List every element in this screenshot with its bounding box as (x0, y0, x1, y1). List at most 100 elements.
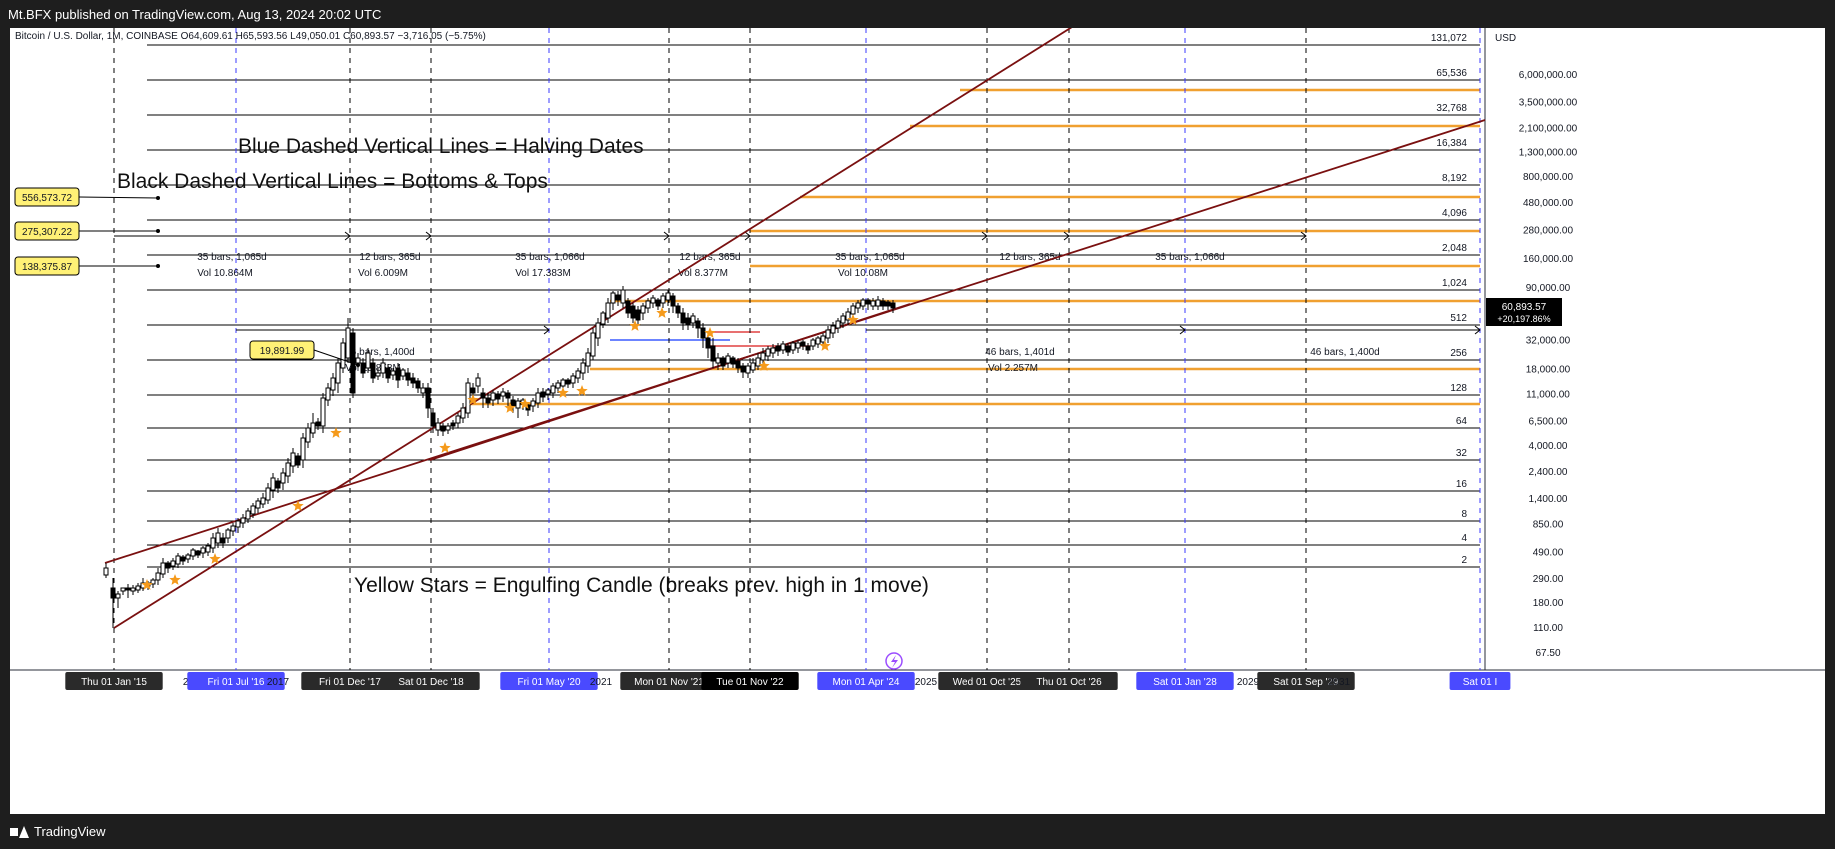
candle-18 (195, 550, 201, 556)
candle-12 (165, 562, 171, 569)
price-tick-1: 3,500,000.00 (1519, 97, 1578, 108)
level-label-4: 8,192 (1442, 173, 1467, 184)
range-bars-3: 12 bars, 365d (679, 252, 740, 263)
candle-30 (255, 500, 261, 509)
candle-95 (580, 362, 586, 374)
candle-157 (890, 302, 896, 309)
time-label-3: 2017 (267, 677, 290, 688)
candle-58 (395, 367, 401, 381)
level-label-8: 512 (1450, 313, 1467, 324)
price-tick-9: 32,000.00 (1526, 335, 1571, 346)
engulfing-star-5 (439, 442, 451, 453)
footer-bar: TradingView (0, 814, 1835, 849)
candle-14 (175, 555, 181, 565)
time-label-bg-7 (500, 672, 598, 690)
engulfing-star-0 (141, 579, 153, 590)
price-tick-19: 180.00 (1533, 598, 1564, 609)
range-bars-2: 35 bars, 1,066d (515, 252, 585, 263)
chart-annotation-0: Blue Dashed Vertical Lines = Halving Dat… (238, 135, 644, 158)
candle-108 (645, 300, 651, 309)
time-label-bg-15 (1136, 672, 1234, 690)
candle-156 (885, 301, 891, 307)
candle-104 (625, 300, 631, 314)
candle-137 (790, 342, 796, 351)
time-label-0: Thu 01 Jan '15 (81, 677, 147, 688)
time-label-bg-19 (1449, 672, 1511, 690)
candle-44 (325, 387, 331, 401)
level-label-11: 64 (1456, 416, 1468, 427)
candle-116 (685, 317, 691, 326)
price-callout-text-1: 275,307.22 (22, 227, 72, 238)
candle-124 (725, 355, 731, 364)
level-label-9: 256 (1450, 348, 1467, 359)
range-vol-0: Vol 10.864M (197, 268, 253, 279)
price-tick-2: 2,100,000.00 (1519, 123, 1578, 134)
candle-67 (440, 425, 446, 432)
candle-70 (455, 415, 461, 424)
price-callout-text-2: 138,375.87 (22, 262, 72, 273)
flash-icon[interactable] (885, 652, 903, 670)
last-price-label: 60,893.57 (1502, 302, 1547, 313)
symbol-legend: Bitcoin / U.S. Dollar, 1M, COINBASE O64,… (15, 31, 486, 42)
level-label-16: 2 (1461, 555, 1467, 566)
candle-34 (275, 480, 281, 489)
callout-leader-3 (313, 349, 359, 366)
level-label-10: 128 (1450, 383, 1467, 394)
candle-81 (510, 399, 516, 407)
engulfing-star-6 (467, 394, 479, 405)
candle-32 (265, 487, 271, 501)
chart-annotation-1: Black Dashed Vertical Lines = Bottoms & … (117, 170, 548, 193)
candle-89 (550, 385, 556, 394)
price-tick-18: 290.00 (1533, 574, 1564, 585)
candle-20 (205, 545, 211, 553)
range-bars-1: 12 bars, 365d (359, 252, 420, 263)
candle-68 (445, 425, 451, 431)
candle-125 (730, 357, 736, 365)
engulfing-star-9 (557, 387, 569, 398)
tradingview-logo-icon (10, 825, 29, 838)
candle-79 (500, 391, 506, 397)
range-bars-6: 35 bars, 1,066d (1155, 252, 1225, 263)
candle-45 (330, 377, 336, 391)
candle-38 (295, 455, 301, 466)
candle-19 (200, 547, 206, 554)
candle-36 (285, 462, 291, 477)
chart-annotation-2: Yellow Stars = Engulfing Candle (breaks … (354, 574, 929, 597)
candle-16 (185, 554, 191, 560)
candle-101 (610, 292, 616, 304)
candle-107 (640, 305, 646, 314)
candle-86 (535, 392, 541, 404)
candle-29 (250, 505, 256, 515)
candle-71 (460, 407, 466, 419)
candle-114 (675, 305, 681, 314)
candle-152 (865, 299, 871, 305)
tradingview-logo[interactable]: TradingView (10, 824, 106, 839)
candle-88 (545, 389, 551, 395)
level-label-12: 32 (1456, 448, 1468, 459)
last-price-badge (1486, 298, 1562, 326)
candle-118 (695, 320, 701, 329)
candle-73 (470, 387, 476, 394)
candle-10 (155, 572, 161, 581)
range-bars-9: 46 bars, 1,400d (1310, 347, 1380, 358)
engulfing-star-12 (656, 307, 668, 318)
last-change-label: +20,197.86% (1497, 314, 1550, 324)
candle-42 (315, 421, 321, 427)
candle-90 (555, 382, 561, 389)
price-chart[interactable]: USD 6,000,000.00 3,500,000.00 2,100,000.00 1… (10, 28, 1825, 814)
range-vol-1: Vol 6.009M (358, 268, 408, 279)
chart-frame[interactable]: USD 6,000,000.00 3,500,000.00 2,100,000.00 1… (10, 28, 1825, 814)
candle-61 (410, 377, 416, 384)
measure-arrow-10-head (1474, 325, 1481, 335)
range-bars-5: 12 bars, 365d (999, 252, 1060, 263)
candle-64 (425, 387, 431, 409)
time-label-bg-2 (187, 672, 285, 690)
price-tick-0: 6,000,000.00 (1519, 70, 1578, 81)
time-label-8: 2021 (590, 677, 613, 688)
candle-127 (740, 365, 746, 373)
price-tick-10: 18,000.00 (1526, 365, 1571, 376)
candle-126 (735, 360, 741, 369)
time-label-bg-5 (382, 672, 480, 690)
candle-80 (505, 392, 511, 399)
candle-9 (150, 579, 156, 585)
